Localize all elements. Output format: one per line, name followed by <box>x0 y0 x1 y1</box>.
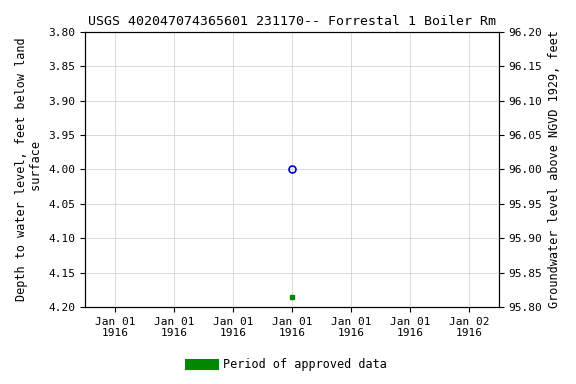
Y-axis label: Groundwater level above NGVD 1929, feet: Groundwater level above NGVD 1929, feet <box>548 30 561 308</box>
Title: USGS 402047074365601 231170-- Forrestal 1 Boiler Rm: USGS 402047074365601 231170-- Forrestal … <box>88 15 496 28</box>
Y-axis label: Depth to water level, feet below land
 surface: Depth to water level, feet below land su… <box>15 38 43 301</box>
Legend: Period of approved data: Period of approved data <box>185 354 391 376</box>
